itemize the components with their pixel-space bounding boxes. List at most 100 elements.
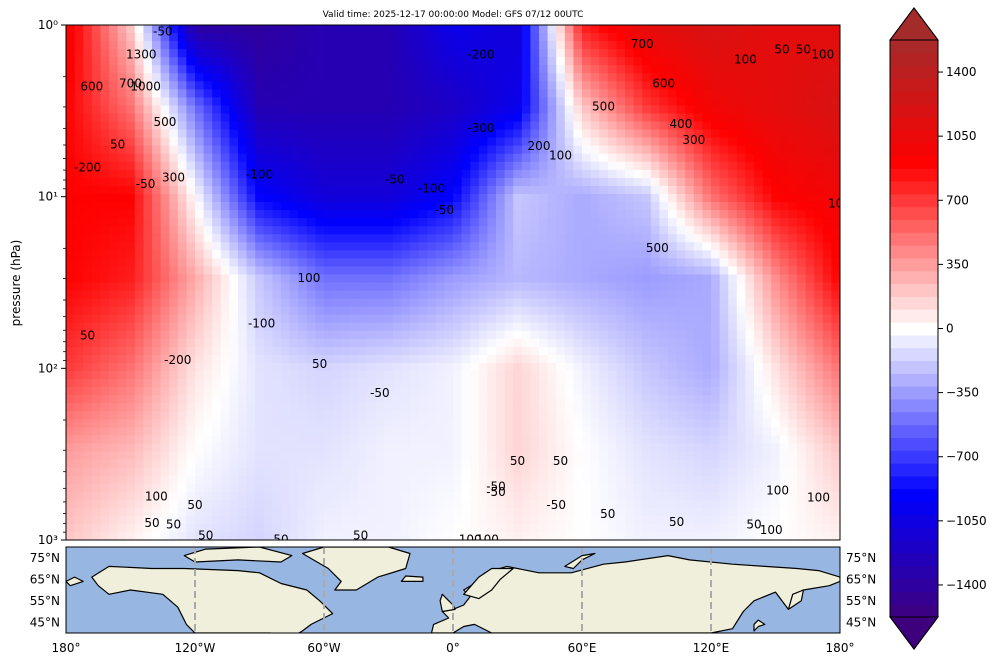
heatmap-cell — [341, 387, 351, 396]
heatmap-cell — [513, 290, 523, 300]
heatmap-cell — [418, 435, 428, 445]
heatmap-cell — [367, 346, 377, 356]
heatmap-cell — [341, 330, 351, 340]
heatmap-cell — [134, 258, 144, 268]
heatmap-cell — [263, 169, 273, 179]
heatmap-cell — [281, 403, 291, 412]
heatmap-cell — [272, 97, 282, 107]
heatmap-cell — [160, 202, 170, 211]
heatmap-cell — [831, 218, 840, 227]
heatmap-cell — [831, 121, 840, 131]
heatmap-cell — [805, 33, 815, 42]
heatmap-cell — [607, 338, 617, 348]
heatmap-cell — [719, 435, 729, 445]
heatmap-cell — [263, 25, 273, 34]
heatmap-cell — [556, 202, 566, 211]
heatmap-cell — [668, 435, 678, 445]
heatmap-cell — [478, 65, 488, 74]
heatmap-cell — [711, 73, 721, 82]
heatmap-cell — [435, 169, 445, 179]
heatmap-cell — [745, 346, 755, 356]
heatmap-cell — [169, 282, 179, 292]
heatmap-cell — [117, 371, 127, 380]
heatmap-cell — [392, 362, 402, 372]
heatmap-cell — [384, 443, 394, 453]
heatmap-cell — [367, 137, 377, 147]
heatmap-cell — [238, 435, 248, 445]
heatmap-cell — [668, 346, 678, 356]
heatmap-cell — [478, 202, 488, 211]
heatmap-cell — [281, 266, 291, 276]
heatmap-cell — [788, 210, 798, 219]
heatmap-cell — [633, 129, 643, 139]
heatmap-cell — [306, 411, 316, 420]
heatmap-cell — [306, 202, 316, 211]
heatmap-cell — [805, 330, 815, 340]
heatmap-cell — [831, 226, 840, 235]
heatmap-cell — [805, 371, 815, 380]
heatmap-cell — [607, 362, 617, 372]
heatmap-cell — [496, 113, 506, 123]
heatmap-cell — [126, 89, 136, 99]
heatmap-cell — [693, 419, 703, 428]
heatmap-cell — [358, 185, 368, 195]
heatmap-cell — [590, 290, 600, 300]
heatmap-cell — [530, 371, 540, 380]
heatmap-cell — [822, 234, 832, 243]
heatmap-cell — [676, 354, 686, 364]
heatmap-cell — [91, 266, 101, 276]
heatmap-cell — [203, 218, 213, 227]
heatmap-cell — [453, 258, 463, 268]
heatmap-cell — [539, 362, 549, 372]
heatmap-cell — [530, 226, 540, 235]
heatmap-cell — [564, 202, 574, 211]
heatmap-cell — [435, 97, 445, 107]
heatmap-cell — [367, 177, 377, 187]
heatmap-cell — [418, 49, 428, 58]
heatmap-cell — [315, 65, 325, 74]
heatmap-cell — [281, 250, 291, 259]
heatmap-cell — [375, 354, 385, 364]
heatmap-cell — [91, 354, 101, 364]
heatmap-cell — [152, 242, 162, 251]
heatmap-cell — [582, 435, 592, 445]
heatmap-cell — [203, 362, 213, 372]
heatmap-cell — [367, 379, 377, 388]
heatmap-cell — [401, 242, 411, 251]
heatmap-cell — [281, 113, 291, 123]
heatmap-cell — [238, 459, 248, 469]
heatmap-cell — [324, 226, 334, 235]
heatmap-cell — [418, 322, 428, 332]
heatmap-cell — [169, 338, 179, 348]
heatmap-cell — [281, 210, 291, 219]
heatmap-cell — [564, 25, 574, 34]
heatmap-cell — [547, 371, 557, 380]
heatmap-cell — [771, 322, 781, 332]
heatmap-cell — [728, 371, 738, 380]
heatmap-cell — [659, 129, 669, 139]
heatmap-cell — [392, 202, 402, 211]
heatmap-cell — [418, 65, 428, 74]
heatmap-cell — [186, 387, 196, 396]
heatmap-cell — [246, 419, 256, 428]
heatmap-cell — [668, 419, 678, 428]
heatmap-cell — [289, 451, 299, 461]
heatmap-cell — [91, 250, 101, 259]
heatmap-cell — [160, 234, 170, 243]
heatmap-cell — [814, 266, 824, 276]
heatmap-cell — [564, 250, 574, 259]
heatmap-cell — [633, 282, 643, 292]
heatmap-cell — [779, 435, 789, 445]
heatmap-cell — [220, 234, 230, 243]
heatmap-cell — [745, 65, 755, 74]
heatmap-cell — [281, 362, 291, 372]
heatmap-cell — [496, 33, 506, 42]
heatmap-cell — [461, 274, 471, 284]
heatmap-cell — [298, 387, 308, 396]
heatmap-cell — [470, 362, 480, 372]
heatmap-cell — [650, 41, 660, 50]
heatmap-cell — [814, 81, 824, 90]
heatmap-cell — [693, 81, 703, 90]
heatmap-cell — [126, 443, 136, 453]
heatmap-cell — [306, 387, 316, 396]
